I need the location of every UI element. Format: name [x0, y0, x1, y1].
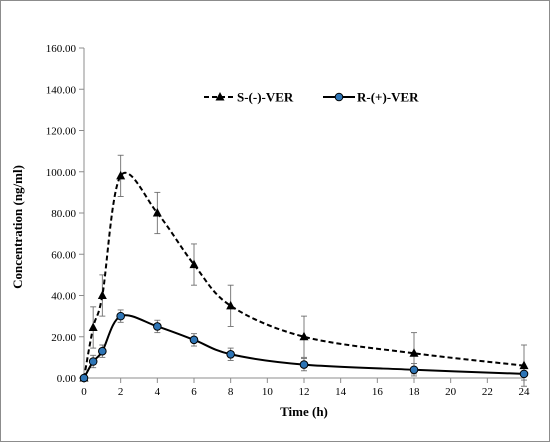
s-ver-point — [88, 322, 98, 331]
r-ver-point — [519, 369, 529, 379]
s-ver-point — [116, 170, 126, 180]
s-ver-point — [152, 208, 162, 217]
y-tick-label: 80.00 — [51, 208, 76, 220]
r-ver-point — [189, 335, 199, 345]
r-ver-point — [153, 322, 162, 331]
legend-s-ver-marker — [215, 92, 225, 101]
x-tick-label: 14 — [335, 386, 347, 398]
s-ver-point — [299, 331, 309, 341]
y-tick-label: 20.00 — [51, 332, 76, 344]
y-tick-label: 60.00 — [51, 249, 76, 261]
s-ver-point — [226, 300, 236, 310]
legend: S-(-)-VER R-(+)-VER — [204, 90, 419, 105]
y-tick-label: 0.00 — [57, 373, 77, 385]
r-ver-point — [226, 349, 235, 359]
y-tick-label: 40.00 — [51, 291, 76, 303]
y-tick-label: 140.00 — [46, 84, 77, 96]
y-tick-label: 100.00 — [46, 167, 77, 179]
r-ver-point — [409, 365, 419, 375]
series-markers — [79, 170, 529, 383]
x-tick-label: 16 — [372, 386, 384, 398]
s-ver-point — [97, 290, 107, 299]
r-ver-point — [116, 311, 125, 321]
x-tick-label: 8 — [228, 386, 234, 398]
x-axis-title: Time (h) — [280, 404, 328, 419]
r-ver-point — [299, 360, 309, 369]
y-axis-title: Concentration (ng/ml) — [10, 165, 25, 289]
s-ver-point — [409, 348, 419, 357]
x-tick-label: 6 — [191, 386, 197, 398]
y-tick-label: 160.00 — [46, 43, 77, 55]
x-tick-label: 0 — [81, 386, 87, 398]
x-tick-label: 18 — [409, 386, 421, 398]
x-tick-label: 20 — [445, 386, 457, 398]
r-ver-point — [98, 346, 107, 356]
x-tick-label: 10 — [262, 386, 274, 398]
legend-r-ver-marker — [334, 92, 344, 102]
axes: 0.00 20.00 40.00 60.00 80.00 100.00 120.00 140.… — [46, 43, 530, 398]
legend-r-ver-label: R-(+)-VER — [357, 90, 419, 105]
r-ver-point — [88, 357, 98, 366]
x-tick-label: 4 — [155, 386, 161, 398]
r-ver-point — [79, 373, 89, 383]
x-tick-label: 2 — [118, 386, 124, 398]
x-tick-label: 12 — [299, 386, 310, 398]
x-tick-label: 22 — [482, 386, 493, 398]
x-tick-label: 24 — [519, 386, 531, 398]
legend-s-ver-label: S-(-)-VER — [237, 90, 294, 105]
s-ver-point — [519, 360, 529, 370]
s-ver-point — [189, 259, 199, 269]
error-bars — [90, 154, 527, 387]
y-tick-label: 120.00 — [46, 126, 77, 138]
